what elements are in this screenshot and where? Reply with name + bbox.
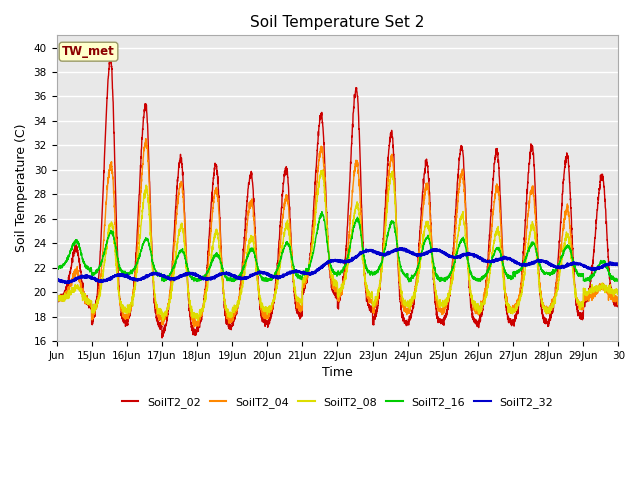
Line: SoilT2_32: SoilT2_32	[56, 248, 618, 283]
SoilT2_16	[405, 279, 413, 285]
SoilT2_04	[428, 237, 435, 242]
X-axis label: Time: Time	[322, 366, 353, 379]
SoilT2_32	[397, 245, 404, 251]
SoilT2_32	[428, 247, 435, 253]
SoilT2_16	[417, 256, 424, 262]
SoilT2_02	[614, 302, 622, 308]
SoilT2_02	[158, 335, 166, 341]
SoilT2_08	[417, 258, 424, 264]
SoilT2_08	[159, 318, 166, 324]
SoilT2_04	[614, 297, 622, 303]
Line: SoilT2_16: SoilT2_16	[56, 212, 618, 282]
SoilT2_16	[52, 264, 60, 269]
SoilT2_02	[484, 248, 492, 254]
SoilT2_32	[52, 278, 60, 284]
SoilT2_02	[417, 224, 424, 229]
SoilT2_16	[149, 261, 157, 267]
SoilT2_02	[150, 282, 157, 288]
Line: SoilT2_02: SoilT2_02	[56, 59, 618, 338]
SoilT2_02	[52, 294, 60, 300]
SoilT2_04	[484, 262, 492, 268]
SoilT2_32	[468, 252, 476, 258]
SoilT2_08	[428, 252, 435, 257]
SoilT2_04	[190, 324, 198, 330]
SoilT2_04	[150, 280, 157, 286]
SoilT2_08	[614, 290, 622, 296]
SoilT2_08	[484, 279, 492, 285]
SoilT2_32	[614, 262, 622, 267]
SoilT2_08	[493, 226, 500, 231]
SoilT2_02	[107, 56, 115, 62]
SoilT2_16	[468, 274, 476, 280]
SoilT2_08	[468, 292, 476, 298]
SoilT2_16	[614, 278, 622, 284]
SoilT2_02	[428, 239, 435, 244]
SoilT2_04	[52, 297, 60, 302]
SoilT2_16	[484, 267, 492, 273]
Legend: SoilT2_02, SoilT2_04, SoilT2_08, SoilT2_16, SoilT2_32: SoilT2_02, SoilT2_04, SoilT2_08, SoilT2_…	[117, 393, 558, 412]
SoilT2_32	[417, 252, 424, 257]
SoilT2_16	[493, 245, 500, 251]
SoilT2_32	[65, 280, 73, 286]
SoilT2_08	[319, 167, 326, 173]
SoilT2_32	[150, 271, 157, 276]
SoilT2_32	[493, 257, 500, 263]
SoilT2_08	[149, 277, 157, 283]
SoilT2_16	[428, 248, 435, 254]
SoilT2_04	[142, 136, 150, 142]
SoilT2_04	[493, 181, 500, 187]
Line: SoilT2_08: SoilT2_08	[56, 170, 618, 321]
SoilT2_08	[52, 294, 60, 300]
SoilT2_04	[468, 300, 476, 306]
SoilT2_02	[493, 145, 500, 151]
SoilT2_04	[417, 240, 424, 246]
SoilT2_02	[468, 311, 476, 317]
SoilT2_32	[484, 259, 492, 264]
Y-axis label: Soil Temperature (C): Soil Temperature (C)	[15, 124, 28, 252]
Line: SoilT2_04: SoilT2_04	[56, 139, 618, 327]
SoilT2_16	[318, 209, 326, 215]
Text: TW_met: TW_met	[62, 45, 115, 58]
Title: Soil Temperature Set 2: Soil Temperature Set 2	[250, 15, 425, 30]
